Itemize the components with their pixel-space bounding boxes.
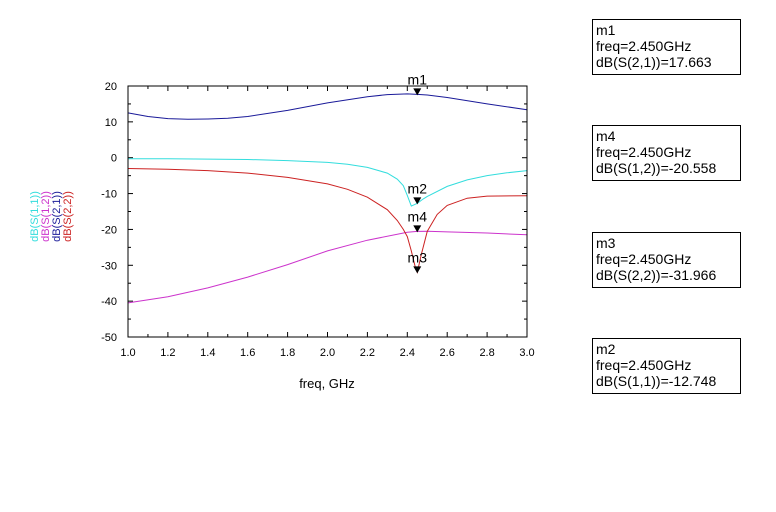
series-line-1 (128, 158, 528, 207)
marker-readout-name: m3 (596, 235, 616, 251)
y-axis-label-1: dB(S(1,1)) (29, 191, 41, 242)
y-axis-label-3: dB(S(2,1)) (51, 191, 63, 242)
series-lines (127, 93, 528, 304)
marker-label-m4: m4 (408, 208, 428, 224)
y-tick-label: 10 (105, 117, 117, 129)
grid (127, 85, 528, 338)
x-tick-label: 2.6 (440, 347, 455, 359)
marker-readout-value: dB(S(2,2))=-31.966 (596, 267, 717, 283)
x-tick-label: 1.0 (120, 347, 135, 359)
marker-label-m2: m2 (408, 180, 428, 196)
x-tick-label: 3.0 (519, 347, 534, 359)
series-line-4 (127, 168, 528, 275)
marker-readout-m4[interactable]: m4 freq=2.450GHz dB(S(1,2))=-20.558 (592, 125, 741, 181)
marker-readout-freq: freq=2.450GHz (596, 144, 692, 160)
y-axis-labels: dB(S(1,1)) dB(S(1,2)) dB(S(2,1)) dB(S(2,2)) (29, 191, 74, 242)
marker-readout-value: dB(S(1,1))=-12.748 (596, 373, 717, 389)
marker-readout-m1[interactable]: m1 freq=2.450GHz dB(S(2,1))=17.663 (592, 19, 741, 75)
marker-readout-name: m1 (596, 22, 616, 38)
marker-readout-value: dB(S(2,1))=17.663 (596, 54, 712, 70)
y-tick-label: -10 (101, 189, 117, 201)
marker-triangle-m3[interactable] (413, 266, 422, 274)
y-tick-label: -30 (101, 260, 117, 272)
marker-triangle-m2[interactable] (413, 197, 422, 205)
marker-readout-name: m4 (596, 128, 616, 144)
x-tick-label: 1.4 (200, 347, 215, 359)
y-axis-label-4: dB(S(2,2)) (62, 191, 74, 242)
marker-readout-freq: freq=2.450GHz (596, 38, 692, 54)
marker-readout-value: dB(S(1,2))=-20.558 (596, 160, 717, 176)
marker-triangle-m4[interactable] (413, 225, 422, 233)
plot-frame (127, 85, 528, 338)
x-axis-label: freq, GHz (299, 376, 355, 391)
y-tick-label: -40 (101, 296, 117, 308)
x-tick-label: 1.8 (280, 347, 295, 359)
x-tick-label: 2.4 (400, 347, 415, 359)
x-tick-label: 2.2 (360, 347, 375, 359)
y-tick-label: 0 (111, 153, 117, 165)
marker-readout-freq: freq=2.450GHz (596, 357, 692, 373)
y-tick-label: -20 (101, 224, 117, 236)
marker-readout-m2[interactable]: m2 freq=2.450GHz dB(S(1,1))=-12.748 (592, 338, 741, 394)
x-tick-label: 1.6 (240, 347, 255, 359)
marker-label-m3: m3 (408, 249, 428, 265)
y-axis-label-2: dB(S(1,2)) (40, 191, 52, 242)
x-tick-label: 1.2 (160, 347, 175, 359)
y-tick-label: 20 (105, 81, 117, 93)
marker-readout-m3[interactable]: m3 freq=2.450GHz dB(S(2,2))=-31.966 (592, 232, 741, 288)
markers: m1 m2 m4 m3 (408, 71, 428, 274)
marker-readout-freq: freq=2.450GHz (596, 251, 692, 267)
x-tick-label: 2.8 (479, 347, 494, 359)
marker-triangle-m1[interactable] (413, 88, 422, 96)
marker-readout-name: m2 (596, 341, 616, 357)
series-line-2 (127, 230, 528, 304)
y-tick-label: -50 (101, 332, 117, 344)
marker-label-m1: m1 (408, 71, 428, 87)
tick-labels: 1.0 1.2 1.4 1.6 1.8 2.0 2.2 2.4 2.6 2.8 3.0 20 10 0 -1… (101, 81, 535, 359)
x-tick-label: 2.0 (320, 347, 335, 359)
series-line-3 (127, 93, 528, 120)
